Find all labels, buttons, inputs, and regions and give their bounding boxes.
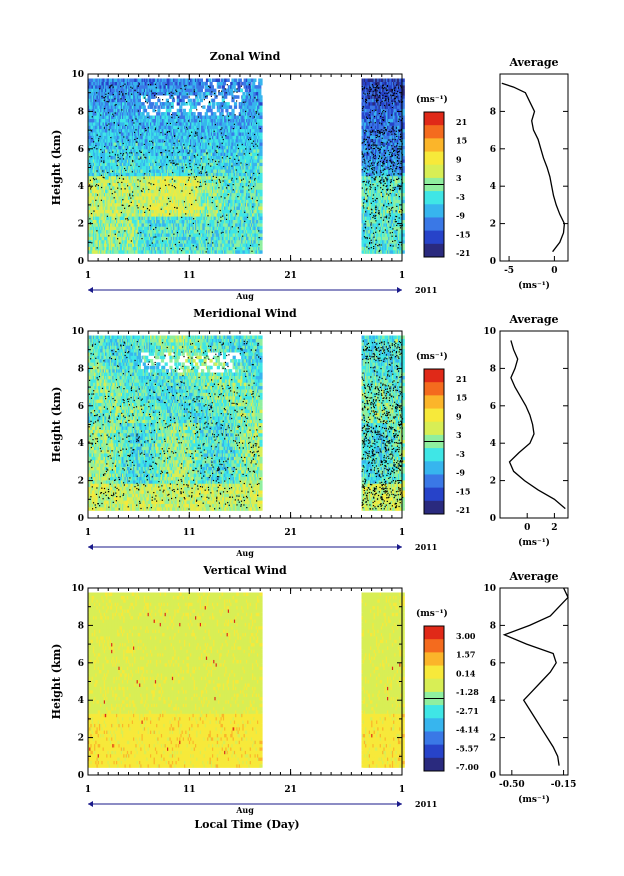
heatmap-field [88, 79, 405, 254]
panel-title: Zonal Wind [210, 50, 281, 63]
figure: Zonal Wind02468101 11 21 1Aug2011Height (km… [0, 0, 624, 876]
